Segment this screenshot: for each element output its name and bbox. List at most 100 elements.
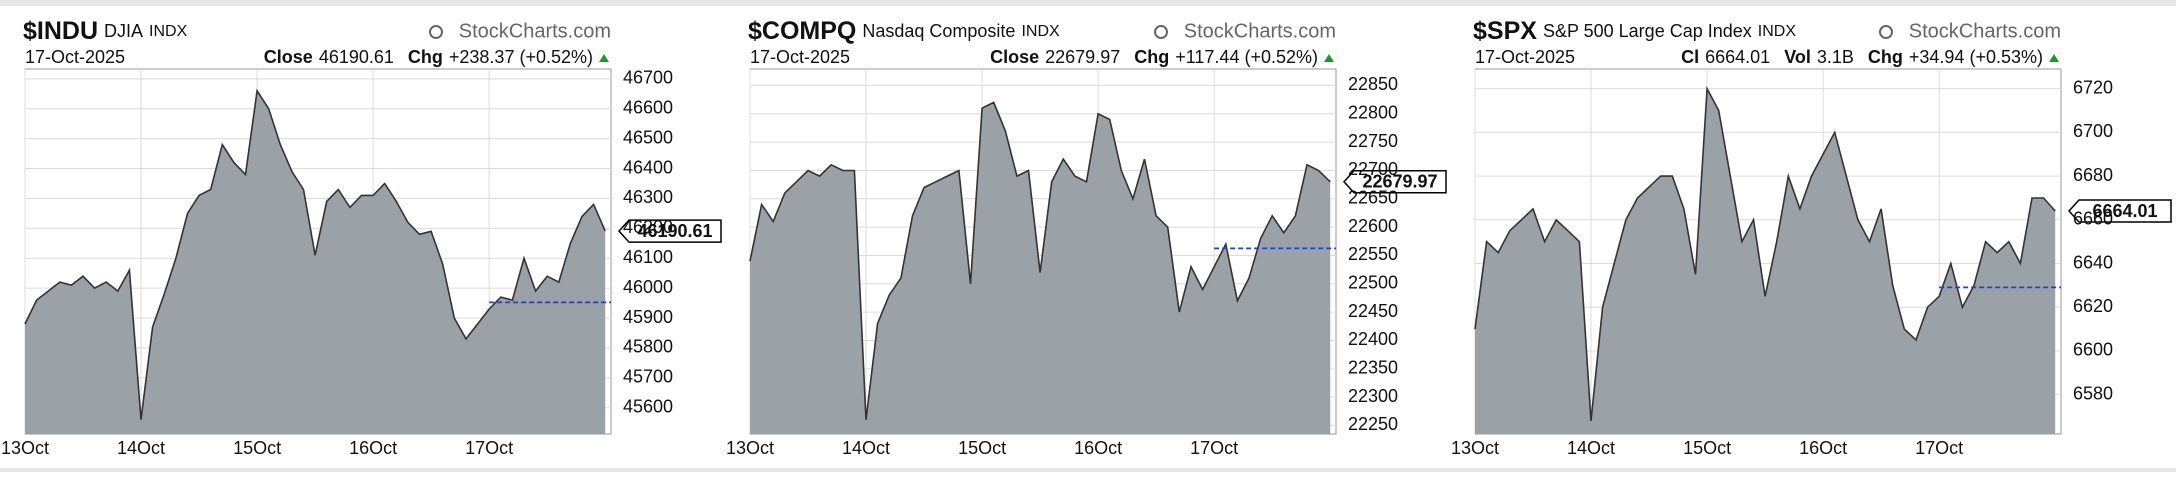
y-tick-label: 6720 <box>2073 77 2113 97</box>
y-tick-label: 6620 <box>2073 296 2113 316</box>
y-tick-label: 46300 <box>623 187 673 207</box>
y-tick-label: 22850 <box>1348 74 1398 94</box>
x-tick-label: 13Oct <box>726 438 774 458</box>
y-tick-label: 22400 <box>1348 329 1398 349</box>
price-line <box>749 101 1331 420</box>
symbol: $SPX <box>1473 17 1537 45</box>
stat-label: Cl <box>1681 47 1699 67</box>
date: 17-Oct-2025 <box>750 47 850 67</box>
x-tick-label: 15Oct <box>1683 438 1731 458</box>
y-tick-label: 46200 <box>623 217 673 237</box>
y-tick-label: 22550 <box>1348 244 1398 264</box>
last-value-label: 22679.97 <box>1362 172 1437 192</box>
price-area <box>1475 88 2056 434</box>
price-area <box>750 102 1331 435</box>
date: 17-Oct-2025 <box>1475 47 1575 67</box>
y-tick-label: 46100 <box>623 247 673 267</box>
chart-panel: 6664.01 6580 6600 6620 6640 6660 6680 6700 6720 1… <box>1451 17 2172 458</box>
date: 17-Oct-2025 <box>25 47 125 67</box>
stats: Cl 6664.01 Vol 3.1B Chg +34.94 (+0.53%) <box>1681 47 2043 67</box>
index-name: S&P 500 Large Cap Index <box>1543 21 1752 41</box>
last-value-box <box>1342 170 1447 194</box>
x-tick-label: 17Oct <box>465 438 513 458</box>
source-icon <box>1879 25 1893 39</box>
y-tick-label: 22350 <box>1348 358 1398 378</box>
last-value-label: 6664.01 <box>2092 201 2157 221</box>
symbol: $INDU <box>23 17 98 45</box>
stat-value: +238.37 (+0.52%) <box>449 47 593 67</box>
y-tick-label: 6580 <box>2073 383 2113 403</box>
stat-label: Vol <box>1784 47 1811 67</box>
stats: Close 22679.97 Chg +117.44 (+0.52%) <box>990 47 1318 67</box>
stat-value: 22679.97 <box>1045 47 1120 67</box>
x-tick-label: 17Oct <box>1915 438 1963 458</box>
last-value-box <box>2067 199 2172 223</box>
price-line <box>24 88 606 420</box>
y-tick-label: 6700 <box>2073 121 2113 141</box>
y-tick-label: 45600 <box>623 396 673 416</box>
stat-value: 46190.61 <box>319 47 394 67</box>
source: StockCharts.com <box>459 20 611 42</box>
y-tick-label: 45700 <box>623 367 673 387</box>
y-tick-label: 6640 <box>2073 252 2113 272</box>
last-value-box <box>617 219 722 243</box>
stat-label: Close <box>990 47 1039 67</box>
exchange: INDX <box>149 23 188 40</box>
y-tick-label: 22800 <box>1348 103 1398 123</box>
stat-value: 6664.01 <box>1705 47 1770 67</box>
index-name: DJIA <box>104 21 143 41</box>
source: StockCharts.com <box>1184 20 1336 42</box>
y-tick-label: 46000 <box>623 277 673 297</box>
last-value-label: 46190.61 <box>637 221 712 241</box>
stats: Close 46190.61 Chg +238.37 (+0.52%) <box>264 47 593 67</box>
y-tick-label: 45800 <box>623 337 673 357</box>
index-name: Nasdaq Composite <box>862 21 1015 41</box>
y-tick-label: 22750 <box>1348 131 1398 151</box>
x-tick-label: 14Oct <box>842 438 890 458</box>
exchange: INDX <box>1021 23 1060 40</box>
x-tick-label: 17Oct <box>1190 438 1238 458</box>
stat-label: Chg <box>1868 47 1903 67</box>
header: $INDU DJIA INDX <box>23 17 188 45</box>
y-tick-label: 22450 <box>1348 301 1398 321</box>
y-tick-label: 22700 <box>1348 159 1398 179</box>
y-tick-label: 46500 <box>623 127 673 147</box>
top-strip <box>0 0 2176 6</box>
x-tick-label: 14Oct <box>117 438 165 458</box>
price-area <box>25 90 606 435</box>
stat-label: Chg <box>1134 47 1169 67</box>
y-tick-label: 6680 <box>2073 165 2113 185</box>
x-tick-label: 13Oct <box>1 438 49 458</box>
chart-panel: 46190.61 45600 45700 45800 45900 46000 46100 46… <box>1 17 722 458</box>
header: $SPX S&P 500 Large Cap Index INDX <box>1473 17 1796 45</box>
x-tick-label: 16Oct <box>349 438 397 458</box>
x-tick-label: 15Oct <box>233 438 281 458</box>
y-tick-label: 22300 <box>1348 386 1398 406</box>
y-tick-label: 22500 <box>1348 273 1398 293</box>
y-tick-label: 22600 <box>1348 216 1398 236</box>
change-arrow <box>2049 54 2059 62</box>
stat-label: Chg <box>408 47 443 67</box>
source-icon <box>429 25 443 39</box>
x-tick-label: 16Oct <box>1799 438 1847 458</box>
y-tick-label: 22250 <box>1348 414 1398 434</box>
x-tick-label: 13Oct <box>1451 438 1499 458</box>
stat-label: Close <box>264 47 313 67</box>
symbol: $COMPQ <box>748 17 856 45</box>
change-arrow <box>599 54 609 62</box>
chart-panel: 22679.97 22250 22300 22350 22400 22450 22500 22… <box>726 17 1447 458</box>
stat-value: 3.1B <box>1817 47 1854 67</box>
exchange: INDX <box>1758 23 1797 40</box>
x-tick-label: 15Oct <box>958 438 1006 458</box>
y-tick-label: 46700 <box>623 68 673 88</box>
x-tick-label: 16Oct <box>1074 438 1122 458</box>
stat-value: +34.94 (+0.53%) <box>1909 47 2043 67</box>
stat-value: +117.44 (+0.52%) <box>1175 47 1318 67</box>
y-tick-label: 6600 <box>2073 340 2113 360</box>
change-arrow <box>1324 54 1334 62</box>
header: $COMPQ Nasdaq Composite INDX <box>748 17 1060 45</box>
y-tick-label: 46600 <box>623 98 673 118</box>
y-tick-label: 22650 <box>1348 188 1398 208</box>
x-tick-label: 14Oct <box>1567 438 1615 458</box>
y-tick-label: 46400 <box>623 157 673 177</box>
